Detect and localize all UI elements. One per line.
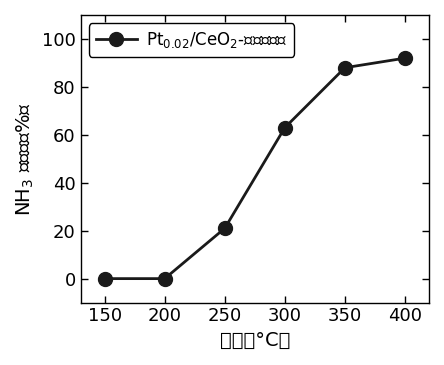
Legend: Pt$_{0.02}$/CeO$_2$-沉积沉淠法: Pt$_{0.02}$/CeO$_2$-沉积沉淠法 xyxy=(89,23,294,57)
Y-axis label: NH$_3$ 转化率（%）: NH$_3$ 转化率（%） xyxy=(15,102,36,216)
X-axis label: 温度（°C）: 温度（°C） xyxy=(220,331,290,350)
